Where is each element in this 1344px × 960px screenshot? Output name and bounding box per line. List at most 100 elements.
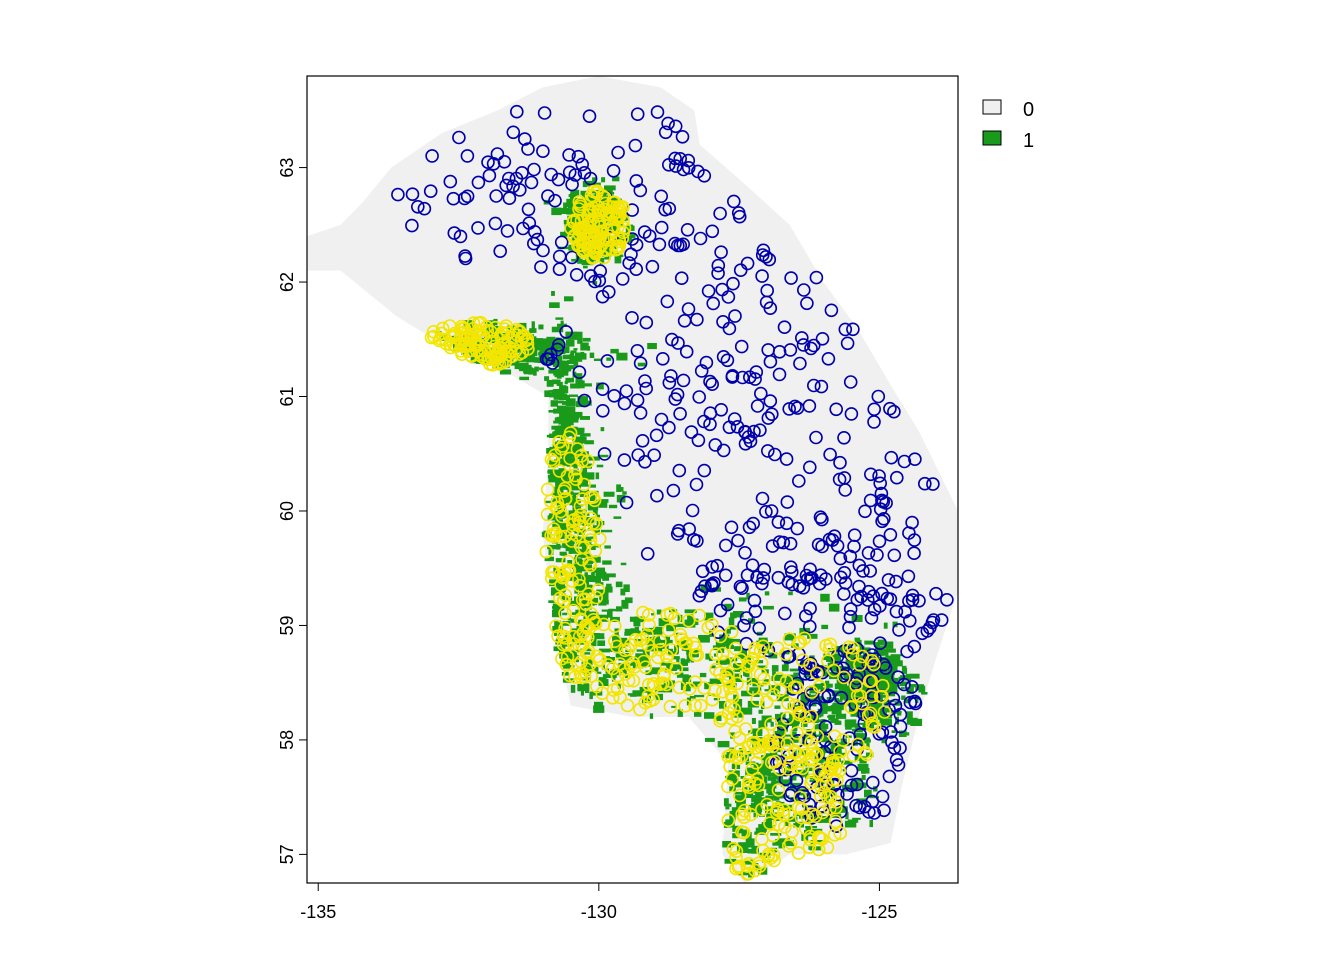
- habitat-cell: [735, 795, 747, 799]
- point-series-0: [850, 777, 864, 792]
- habitat-cell: [544, 500, 553, 504]
- habitat-cell: [760, 755, 770, 761]
- point-series-0: [650, 488, 664, 503]
- habitat-cell: [557, 512, 564, 517]
- habitat-cell: [756, 640, 768, 645]
- point-series-1: [738, 722, 753, 736]
- habitat-cell: [854, 754, 861, 761]
- habitat-cell: [731, 638, 741, 642]
- point-series-1: [808, 809, 823, 824]
- habitat-cell: [556, 523, 567, 531]
- habitat-cell: [552, 362, 558, 366]
- point-series-1: [560, 469, 575, 484]
- habitat-cell: [593, 358, 602, 361]
- point-series-1: [465, 322, 480, 336]
- habitat-cell: [755, 660, 764, 664]
- habitat-cell: [597, 499, 609, 503]
- point-series-0: [832, 472, 847, 487]
- x-axis: -135 -130 -125: [300, 883, 897, 922]
- habitat-cell: [545, 345, 550, 350]
- habitat-cell: [604, 246, 613, 254]
- habitat-cell: [567, 426, 578, 433]
- habitat-cell: [570, 351, 574, 359]
- habitat-cell: [565, 479, 578, 485]
- point-series-1: [724, 687, 739, 702]
- point-series-0: [527, 225, 542, 239]
- point-series-0: [628, 138, 643, 153]
- point-series-0: [606, 164, 621, 178]
- point-series-0: [796, 338, 811, 352]
- habitat-cell: [839, 674, 843, 681]
- habitat-cell: [606, 186, 613, 194]
- habitat-cell: [711, 665, 716, 669]
- habitat-cell: [755, 791, 764, 796]
- habitat-cell: [556, 369, 563, 374]
- habitat-cell: [690, 660, 695, 663]
- point-series-1: [801, 717, 816, 732]
- habitat-cell: [842, 769, 846, 772]
- habitat-cell: [694, 710, 702, 717]
- point-series-1: [553, 529, 567, 544]
- habitat-cell: [571, 612, 578, 615]
- point-series-0: [726, 276, 740, 291]
- point-series-1: [833, 826, 848, 841]
- point-series-0: [488, 216, 503, 231]
- habitat-cell: [584, 400, 592, 406]
- point-series-0: [622, 256, 637, 270]
- habitat-cell: [534, 346, 543, 351]
- point-series-0: [863, 564, 878, 578]
- habitat-cell: [556, 376, 562, 379]
- habitat-cell: [561, 671, 569, 676]
- point-series-0: [856, 564, 870, 578]
- point-series-1: [560, 649, 575, 664]
- point-series-1: [853, 657, 867, 672]
- habitat-cell: [577, 594, 586, 599]
- habitat-cell: [863, 647, 871, 652]
- point-series-1: [552, 434, 567, 449]
- habitat-cell: [596, 520, 605, 526]
- point-series-0: [674, 271, 689, 286]
- point-series-0: [883, 401, 897, 416]
- habitat-cell: [789, 775, 797, 781]
- habitat-cell: [807, 633, 818, 639]
- point-series-1: [592, 653, 607, 668]
- habitat-cell: [725, 628, 731, 634]
- habitat-cell: [602, 576, 610, 581]
- point-series-1: [805, 743, 820, 757]
- point-series-0: [809, 270, 824, 285]
- habitat-cell: [575, 373, 583, 381]
- habitat-cell: [596, 382, 604, 390]
- habitat-cell: [773, 772, 783, 780]
- point-series-0: [870, 548, 884, 562]
- habitat-cell: [921, 692, 928, 695]
- point-series-1: [798, 732, 813, 747]
- point-series-0: [624, 247, 638, 262]
- point-series-0: [509, 104, 524, 119]
- point-series-1: [607, 196, 622, 210]
- x-tick-label: -135: [300, 902, 336, 922]
- point-series-0: [760, 283, 775, 298]
- habitat-cell: [744, 778, 749, 784]
- habitat-cell: [881, 682, 888, 689]
- habitat-cell: [595, 514, 600, 518]
- habitat-cell: [877, 706, 885, 711]
- point-series-1: [759, 695, 774, 709]
- habitat-cell: [563, 431, 571, 436]
- habitat-cell: [704, 612, 714, 621]
- point-series-1: [566, 603, 581, 618]
- habitat-cell: [876, 671, 886, 676]
- habitat-cell: [877, 646, 884, 649]
- habitat-cell: [705, 737, 715, 742]
- habitat-cell: [822, 758, 828, 762]
- habitat-cell: [831, 667, 841, 672]
- habitat-cell: [846, 686, 853, 692]
- habitat-cell: [918, 685, 926, 693]
- point-series-0: [771, 515, 786, 529]
- habitat-cell: [583, 683, 590, 686]
- habitat-cell: [558, 446, 568, 452]
- point-series-1: [791, 748, 806, 762]
- habitat-cell: [716, 660, 727, 665]
- point-series-0: [515, 166, 529, 180]
- point-series-1: [544, 452, 559, 467]
- point-series-1: [555, 439, 570, 453]
